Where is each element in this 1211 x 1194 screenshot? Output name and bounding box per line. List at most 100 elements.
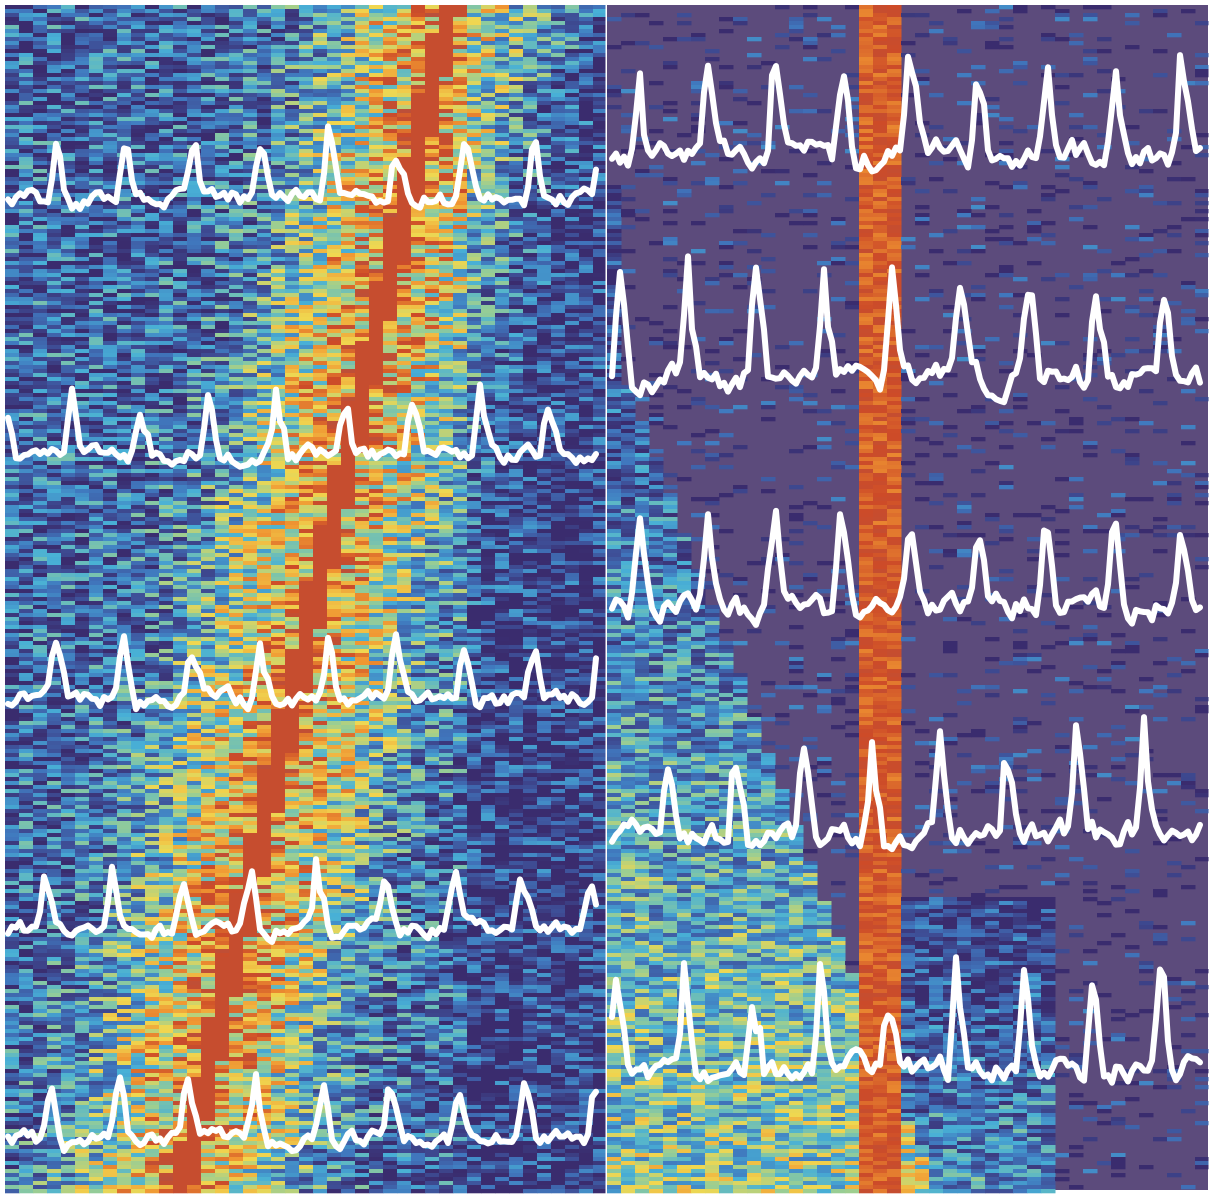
- heat-cell: [201, 361, 216, 365]
- heat-cell: [509, 29, 524, 33]
- heat-cell: [5, 397, 20, 401]
- heat-cell: [425, 293, 440, 297]
- heat-cell: [425, 273, 440, 277]
- heat-cell: [551, 69, 566, 73]
- heat-cell: [341, 237, 356, 241]
- heat-cell: [187, 69, 202, 73]
- heat-cell: [467, 341, 482, 345]
- heat-cell: [173, 125, 188, 129]
- heat-cell: [495, 437, 510, 441]
- heat-cell: [61, 149, 76, 153]
- heat-cell: [313, 41, 328, 45]
- heat-cell: [173, 353, 188, 357]
- heat-cell: [299, 49, 314, 53]
- heat-cell: [383, 209, 398, 213]
- heat-cell: [103, 137, 118, 141]
- heat-cell: [187, 113, 202, 117]
- heat-cell: [173, 233, 188, 237]
- heat-cell: [481, 209, 496, 213]
- heat-cell: [117, 401, 132, 405]
- heat-cell: [495, 93, 510, 97]
- heat-cell: [201, 221, 216, 225]
- heat-cell: [229, 81, 244, 85]
- heat-cell: [565, 433, 580, 437]
- heat-cell: [467, 57, 482, 61]
- heat-cell: [397, 49, 412, 53]
- heat-cell: [257, 381, 272, 385]
- heat-cell: [453, 217, 468, 221]
- heat-cell: [187, 133, 202, 137]
- heat-cell: [467, 13, 482, 17]
- heat-cell: [201, 357, 216, 361]
- heat-cell: [327, 21, 342, 25]
- heat-cell: [173, 249, 188, 253]
- heat-cell: [509, 325, 524, 329]
- heat-cell: [215, 57, 230, 61]
- heat-cell: [355, 205, 370, 209]
- heat-cell: [341, 309, 356, 313]
- heat-cell: [215, 269, 230, 273]
- heat-cell: [523, 417, 538, 421]
- heat-cell: [467, 117, 482, 121]
- heat-cell: [173, 297, 188, 301]
- heat-cell: [299, 461, 314, 465]
- heat-cell: [19, 45, 34, 49]
- heat-cell: [145, 361, 160, 365]
- heat-cell: [453, 121, 468, 125]
- heat-cell: [593, 409, 606, 413]
- heat-cell: [341, 369, 356, 373]
- heat-cell: [159, 185, 174, 189]
- heat-cell: [593, 265, 606, 269]
- heat-cell: [173, 253, 188, 257]
- heat-cell: [327, 201, 342, 205]
- heat-cell: [411, 85, 426, 89]
- heat-cell: [453, 441, 468, 445]
- heat-cell: [285, 13, 300, 17]
- heat-cell: [523, 13, 538, 17]
- heat-cell: [481, 269, 496, 273]
- heat-cell: [215, 13, 230, 17]
- heat-cell: [285, 377, 300, 381]
- heat-cell: [173, 197, 188, 201]
- heat-cell: [313, 69, 328, 73]
- heat-cell: [19, 25, 34, 29]
- heat-cell: [33, 141, 48, 145]
- heat-cell: [579, 125, 594, 129]
- heat-cell: [173, 257, 188, 261]
- heat-cell: [313, 45, 328, 49]
- heat-cell: [467, 461, 482, 465]
- heat-cell: [327, 373, 342, 377]
- heat-cell: [579, 325, 594, 329]
- heat-cell: [271, 257, 286, 261]
- heat-cell: [411, 321, 426, 325]
- heat-cell: [481, 113, 496, 117]
- heat-cell: [523, 109, 538, 113]
- heat-cell: [369, 329, 384, 333]
- heat-cell: [89, 433, 104, 437]
- heat-cell: [369, 301, 384, 305]
- heat-cell: [537, 289, 552, 293]
- heat-cell: [299, 325, 314, 329]
- heat-cell: [355, 149, 370, 153]
- heat-cell: [523, 121, 538, 125]
- heat-cell: [243, 289, 258, 293]
- heat-cell: [89, 125, 104, 129]
- heat-cell: [565, 237, 580, 241]
- heat-cell: [425, 297, 440, 301]
- heat-cell: [159, 297, 174, 301]
- heat-cell: [75, 113, 90, 117]
- heat-cell: [481, 17, 496, 21]
- heat-cell: [537, 209, 552, 213]
- heat-cell: [103, 85, 118, 89]
- heat-cell: [117, 25, 132, 29]
- heat-cell: [397, 133, 412, 137]
- heat-cell: [565, 109, 580, 113]
- heat-cell: [285, 225, 300, 229]
- heat-cell: [383, 421, 398, 425]
- heat-cell: [425, 357, 440, 361]
- heat-cell: [537, 61, 552, 65]
- heat-cell: [565, 269, 580, 273]
- heat-cell: [285, 313, 300, 317]
- heat-cell: [355, 113, 370, 117]
- heat-cell: [313, 9, 328, 13]
